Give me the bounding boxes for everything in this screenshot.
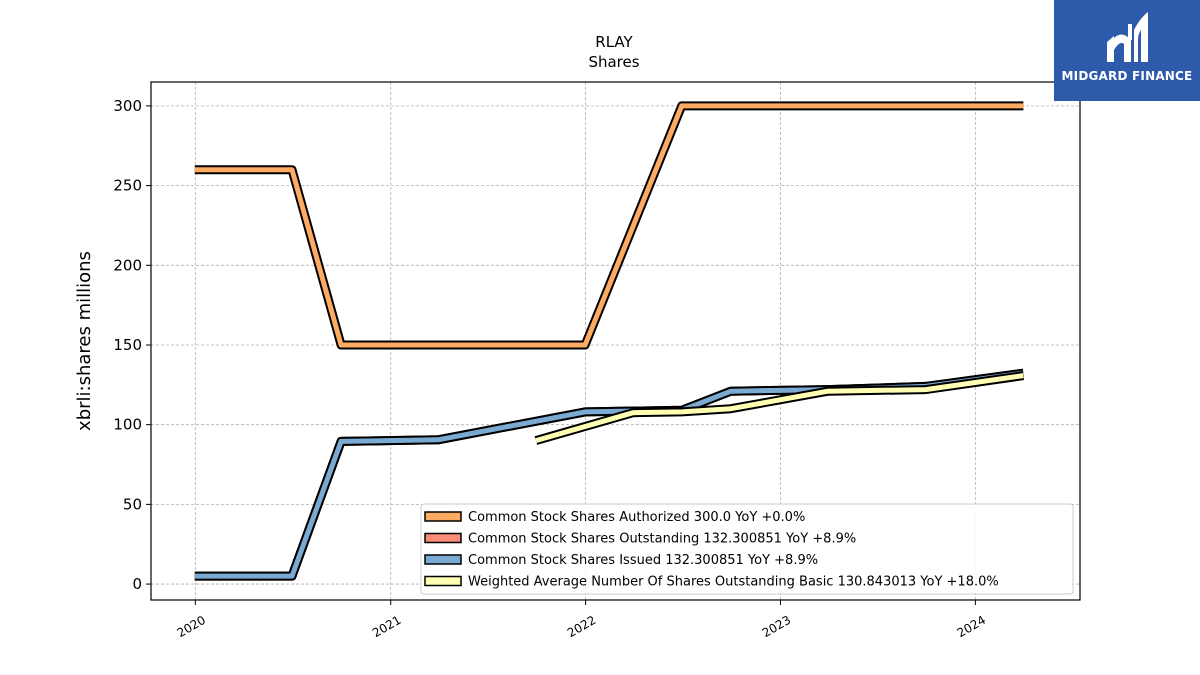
- legend-label: Common Stock Shares Authorized 300.0 YoY…: [468, 510, 805, 525]
- legend-label: Common Stock Shares Outstanding 132.3008…: [468, 532, 856, 547]
- brand-mark-icon: [1107, 12, 1148, 62]
- x-tick-label: 2020: [175, 613, 208, 640]
- legend-swatch: [424, 575, 462, 587]
- legend-swatch: [424, 511, 462, 522]
- plot-frame: [150, 81, 1081, 601]
- legend-label: Weighted Average Number Of Shares Outsta…: [468, 575, 999, 590]
- series-line: [194, 103, 1024, 348]
- legend: Common Stock Shares Authorized 300.0 YoY…: [420, 503, 1074, 595]
- series-line: [535, 373, 1024, 444]
- y-tick-label: 300: [113, 97, 142, 115]
- x-tick-label: 2022: [565, 613, 598, 640]
- midgard-finance-logo: MIDGARD FINANCE: [1054, 0, 1200, 101]
- series-lines: [194, 101, 1025, 581]
- y-tick-label: 0: [132, 575, 142, 593]
- series-line-outline: [194, 101, 1024, 350]
- legend-swatch: [424, 554, 462, 565]
- x-tick-label: 2023: [760, 613, 793, 640]
- y-tick-label: 200: [113, 256, 142, 274]
- legend-label: Common Stock Shares Issued 132.300851 Yo…: [468, 553, 818, 568]
- chart-subtitle: Shares: [588, 53, 639, 71]
- y-tick-label: 50: [123, 495, 142, 513]
- y-axis-label: xbrli:shares millions: [74, 251, 95, 431]
- legend-swatch: [424, 532, 462, 544]
- legend-box: [420, 503, 1074, 595]
- brand-name: MIDGARD FINANCE: [1061, 69, 1193, 83]
- x-tick-label: 2021: [370, 613, 403, 640]
- chart-title: RLAY: [595, 33, 633, 51]
- x-tick-label: 2024: [955, 613, 988, 640]
- y-tick-label: 150: [113, 336, 142, 354]
- y-tick-label: 100: [113, 416, 142, 434]
- y-tick-label: 250: [113, 177, 142, 195]
